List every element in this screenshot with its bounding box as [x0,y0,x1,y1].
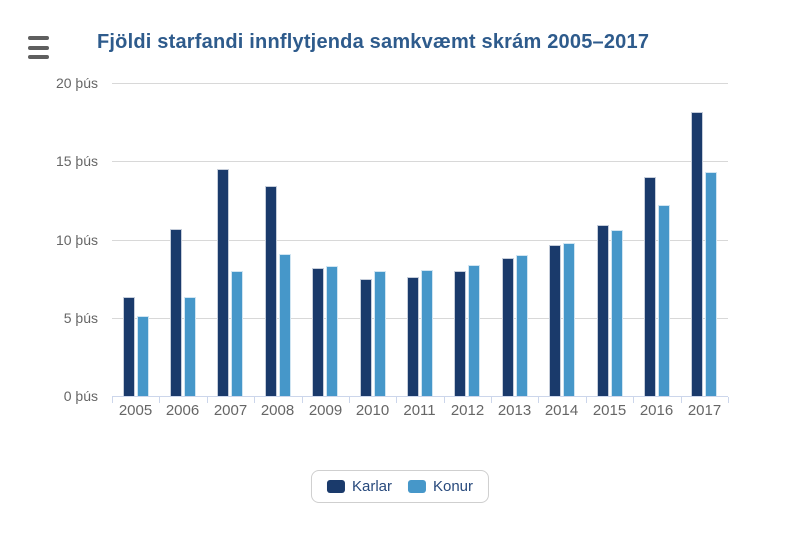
legend-label: Konur [432,477,474,495]
bar-karlar-2017[interactable] [691,112,703,396]
hamburger-bar [28,45,49,50]
bar-karlar-2013[interactable] [502,258,514,396]
bar-konur-2014[interactable] [563,243,575,396]
x-axis-category-label: 2007 [213,402,248,419]
bar-karlar-2010[interactable] [360,279,372,396]
x-axis-category-label: 2016 [639,402,674,419]
x-axis-tick [681,397,682,403]
x-axis-category-label: 2011 [403,402,436,419]
bar-konur-2007[interactable] [231,271,243,396]
bar-karlar-2016[interactable] [644,177,656,396]
bar-konur-2015[interactable] [611,230,623,396]
x-axis-category-label: 2009 [308,402,343,419]
bar-konur-2008[interactable] [279,254,291,396]
bar-konur-2011[interactable] [421,270,433,396]
hamburger-menu-icon[interactable] [28,36,49,59]
x-axis-tick [349,397,350,403]
x-axis-tick [633,397,634,403]
legend-swatch-konur [407,480,426,493]
hamburger-bar [28,55,49,59]
y-gridline [112,240,728,241]
bar-karlar-2008[interactable] [265,186,277,396]
bar-karlar-2014[interactable] [549,245,561,396]
legend-item-konur[interactable]: Konur [407,477,474,495]
bar-konur-2005[interactable] [137,316,149,396]
bar-konur-2016[interactable] [658,205,670,396]
bar-karlar-2012[interactable] [454,271,466,396]
bar-konur-2006[interactable] [184,297,196,396]
bar-konur-2017[interactable] [705,172,717,396]
x-axis-category-label: 2012 [450,402,485,419]
bar-karlar-2009[interactable] [312,268,324,396]
y-axis-tick-label: 10 þús [55,232,98,248]
bar-konur-2013[interactable] [516,255,528,396]
y-axis-tick-label: 20 þús [55,75,98,91]
x-axis-tick [254,397,255,403]
bar-karlar-2006[interactable] [170,229,182,396]
x-axis-category-label: 2006 [165,402,200,419]
bar-konur-2009[interactable] [326,266,338,396]
bar-konur-2010[interactable] [374,271,386,396]
x-axis-category-label: 2015 [592,402,627,419]
x-axis-line [112,396,728,397]
x-axis-category-label: 2005 [118,402,153,419]
x-axis-tick [396,397,397,403]
x-axis-tick [538,397,539,403]
legend-item-karlar[interactable]: Karlar [326,477,392,495]
x-axis-tick [112,397,113,403]
legend-label: Karlar [351,477,392,495]
x-axis-category-label: 2017 [687,402,722,419]
y-axis-tick-label: 5 þús [63,310,98,326]
x-axis-tick [159,397,160,403]
x-axis-category-label: 2014 [544,402,579,419]
hamburger-bar [28,36,49,40]
bar-karlar-2015[interactable] [597,225,609,396]
x-axis-category-label: 2013 [497,402,532,419]
x-axis-tick [586,397,587,403]
bar-konur-2012[interactable] [468,265,480,396]
y-gridline [112,161,728,162]
bar-karlar-2007[interactable] [217,169,229,396]
y-axis-tick-label: 15 þús [55,153,98,169]
x-axis-category-label: 2008 [260,402,295,419]
legend-swatch-karlar [326,480,345,493]
x-axis-tick [728,397,729,403]
y-gridline [112,83,728,84]
bar-karlar-2011[interactable] [407,277,419,396]
x-axis-tick [207,397,208,403]
x-axis-tick [444,397,445,403]
legend: Karlar Konur [310,470,490,503]
x-axis-tick [491,397,492,403]
chart-title: Fjöldi starfandi innflytjenda samkvæmt s… [97,31,650,53]
x-axis-tick [302,397,303,403]
bar-karlar-2005[interactable] [123,297,135,396]
x-axis-category-label: 2010 [355,402,390,419]
y-gridline [112,318,728,319]
y-axis-tick-label: 0 þús [63,388,98,404]
